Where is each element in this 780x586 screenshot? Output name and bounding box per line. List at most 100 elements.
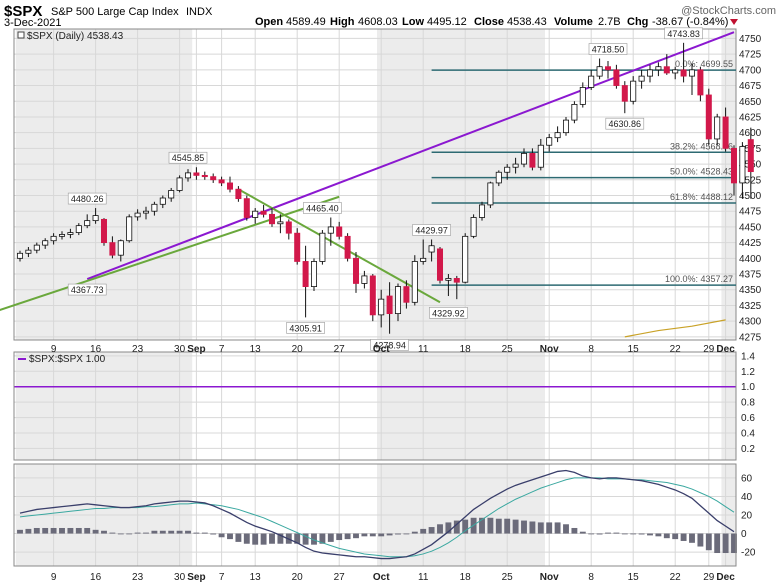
y-tick-label: 60 (741, 473, 753, 484)
candle-body (697, 69, 704, 96)
macd-histogram-bar (462, 519, 469, 534)
macd-histogram-bar (344, 533, 351, 540)
low-label: Low (402, 16, 424, 28)
candle-body (361, 275, 368, 284)
macd-histogram-bar (201, 532, 208, 534)
candle-body (142, 210, 150, 214)
macd-histogram-bar (369, 533, 376, 537)
x-tick-label: 16 (90, 572, 102, 583)
candle-body (714, 116, 721, 140)
macd-histogram-bar (512, 519, 519, 534)
fib-level-label: 100.0%: 4357.27 (665, 274, 733, 284)
price-annotation: 4630.86 (609, 119, 642, 129)
candle-body (16, 252, 24, 259)
candle-body (672, 69, 679, 74)
candle-body (537, 144, 544, 168)
price-annotation-box (605, 117, 645, 130)
candle-body (571, 103, 578, 121)
price-annotation: 4429.97 (415, 225, 448, 235)
x-tick-label: 29 (703, 344, 715, 355)
candle-body (688, 69, 696, 77)
y-tick-label: 20 (741, 511, 753, 522)
x-tick-label: 15 (628, 344, 640, 355)
macd-histogram-bar (42, 527, 49, 534)
macd-histogram-bar (17, 529, 23, 534)
macd-signal-line (19, 477, 735, 558)
macd-histogram-bar (386, 533, 393, 536)
candle-body (134, 212, 141, 218)
x-tick-label: 18 (460, 572, 472, 583)
x-tick-label: 20 (292, 344, 304, 355)
candle-body (470, 217, 477, 237)
candle-body (193, 172, 200, 176)
candle-body (151, 203, 158, 212)
month-shade-band (721, 29, 736, 340)
candle-body (235, 188, 242, 200)
macd-histogram-bar (571, 527, 578, 534)
macd-histogram-bar (647, 533, 653, 536)
candle-body (126, 216, 133, 242)
candle-body (268, 213, 276, 225)
price-annotation-box (429, 307, 468, 319)
candle-body (243, 198, 250, 218)
legend-swatch (17, 31, 25, 39)
x-tick-label: 22 (670, 344, 682, 355)
x-tick-label: 23 (132, 572, 144, 583)
x-tick-label: 29 (703, 572, 715, 583)
trendline-green (0, 195, 340, 312)
candle-body (428, 245, 435, 253)
price-annotation: 4743.83 (667, 29, 700, 39)
price-annotation: 4718.50 (592, 45, 625, 55)
price-annotation: 4480.26 (71, 194, 104, 204)
macd-histogram-bar (353, 533, 359, 539)
macd-histogram-bar (722, 533, 729, 554)
y-tick-label: 4700 (739, 65, 762, 76)
macd-histogram-bar (680, 533, 687, 541)
x-tick-label: 30 (174, 344, 186, 355)
x-tick-label: 27 (334, 572, 346, 583)
candle-body (210, 176, 217, 181)
volume-label: Volume (554, 16, 593, 28)
fib-level-label: 0.0%: 4699.55 (675, 59, 733, 69)
change-value: -38.67 (-0.84%) (652, 16, 728, 28)
x-tick-label: 13 (250, 344, 262, 355)
y-tick-label: 0.6 (741, 413, 755, 424)
price-legend: $SPX (Daily) 4538.43 (27, 31, 124, 42)
exchange-name: INDX (186, 6, 213, 18)
candle-body (369, 275, 376, 316)
y-tick-label: 40 (741, 492, 753, 503)
macd-histogram-bar (294, 533, 301, 544)
macd-histogram-bar (151, 530, 158, 534)
x-tick-label: 7 (219, 344, 225, 355)
macd-histogram-bar (714, 533, 721, 554)
macd-histogram-bar (504, 518, 511, 534)
month-shade-band (15, 352, 193, 460)
candle-body (176, 177, 183, 191)
macd-histogram-bar (663, 533, 670, 539)
y-tick-label: 0.8 (741, 398, 755, 409)
price-annotation: 4278.94 (373, 340, 406, 350)
price-annotation: 4465.40 (306, 203, 339, 213)
macd-histogram-bar (243, 533, 250, 544)
macd-histogram-bar (428, 527, 435, 534)
macd-histogram-bar (277, 533, 284, 544)
macd-histogram-bar (361, 533, 368, 537)
candle-body (386, 295, 393, 315)
candle-body (252, 210, 259, 218)
macd-histogram-bar (596, 533, 603, 535)
price-annotation: 4305.91 (289, 323, 322, 333)
x-tick-label: 7 (219, 572, 225, 583)
candle-body (562, 119, 570, 134)
fib-level-label: 61.8%: 4488.12 (670, 192, 733, 202)
candle-body (294, 232, 301, 262)
price-annotation: 4367.73 (71, 285, 104, 295)
candle-body (604, 66, 612, 71)
candle-body (403, 286, 410, 303)
y-tick-label: 0 (741, 529, 747, 540)
macd-histogram-bar (311, 533, 317, 545)
candle-body (33, 244, 40, 251)
plot-border (13, 463, 737, 567)
x-tick-label: 18 (460, 344, 472, 355)
macd-histogram-bar (193, 532, 200, 534)
candle-body (436, 248, 444, 281)
